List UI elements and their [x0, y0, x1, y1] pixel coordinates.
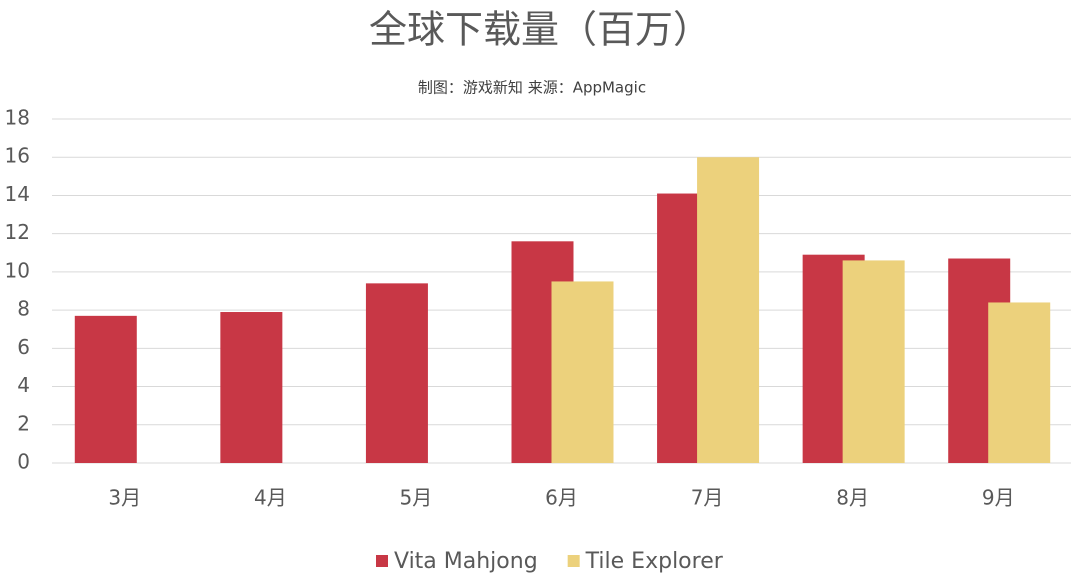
bar	[551, 281, 614, 463]
y-tick-label: 10	[5, 258, 30, 282]
bar	[365, 283, 428, 463]
y-tick-label: 16	[5, 144, 30, 168]
legend-swatch	[376, 555, 388, 567]
y-tick-label: 4	[17, 373, 30, 397]
x-tick-label: 9月	[982, 486, 1015, 510]
x-tick-label: 5月	[400, 486, 433, 510]
y-tick-label: 6	[17, 335, 30, 359]
bar	[988, 302, 1051, 463]
bar	[697, 157, 760, 463]
y-tick-label: 0	[17, 450, 30, 474]
legend-label: Tile Explorer	[585, 549, 724, 574]
x-tick-label: 8月	[836, 486, 869, 510]
bar	[74, 315, 137, 463]
y-tick-label: 18	[5, 106, 30, 130]
x-tick-label: 4月	[254, 486, 287, 510]
bar	[842, 260, 905, 463]
legend-swatch	[567, 555, 580, 567]
y-tick-label: 14	[5, 182, 30, 206]
bar	[220, 312, 283, 463]
y-tick-label: 12	[5, 220, 30, 244]
chart-title: 全球下载量（百万）	[369, 8, 711, 52]
x-tick-label: 3月	[108, 486, 141, 510]
y-tick-label: 8	[17, 297, 30, 321]
chart-subtitle: 制图：游戏新知 来源：AppMagic	[418, 79, 646, 97]
y-tick-label: 2	[17, 411, 30, 435]
x-tick-label: 7月	[691, 486, 724, 510]
legend-label: Vita Mahjong	[394, 549, 538, 574]
x-tick-label: 6月	[545, 486, 578, 510]
